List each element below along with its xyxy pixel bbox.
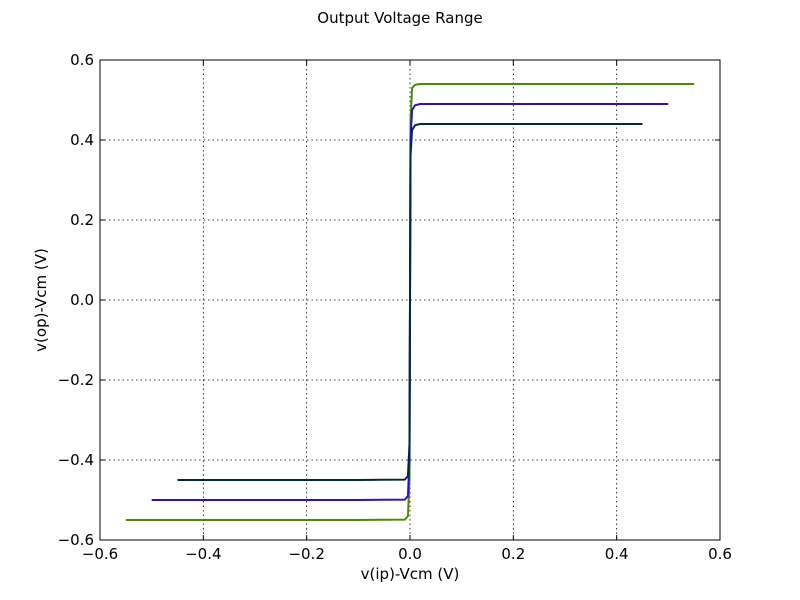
y-tick-label: 0.2 (70, 211, 94, 229)
x-tick-label: −0.4 (185, 545, 221, 563)
x-tick-label: −0.6 (82, 545, 118, 563)
y-tick-label: −0.4 (58, 451, 94, 469)
y-tick-label: 0.6 (70, 51, 94, 69)
x-tick-label: 0.0 (398, 545, 422, 563)
y-tick-label: 0.0 (70, 291, 94, 309)
y-tick-label: 0.4 (70, 131, 94, 149)
x-tick-label: −0.2 (288, 545, 324, 563)
x-axis-title: v(ip)-Vcm (V) (361, 565, 460, 583)
x-tick-label: 0.4 (605, 545, 629, 563)
y-tick-label: −0.6 (58, 531, 94, 549)
axis-ticks: −0.6 −0.4 −0.2 0.0 0.2 0.4 0.6 −0.6 −0.4 −0.2 0.0 0… (58, 51, 732, 563)
x-tick-label: 0.2 (501, 545, 525, 563)
y-tick-label: −0.2 (58, 371, 94, 389)
series-line-3 (177, 123, 643, 481)
series-layer (125, 83, 695, 521)
x-tick-label: 0.6 (708, 545, 732, 563)
chart-title: Output Voltage Range (317, 9, 482, 27)
y-axis-title: v(op)-Vcm (V) (32, 248, 50, 352)
